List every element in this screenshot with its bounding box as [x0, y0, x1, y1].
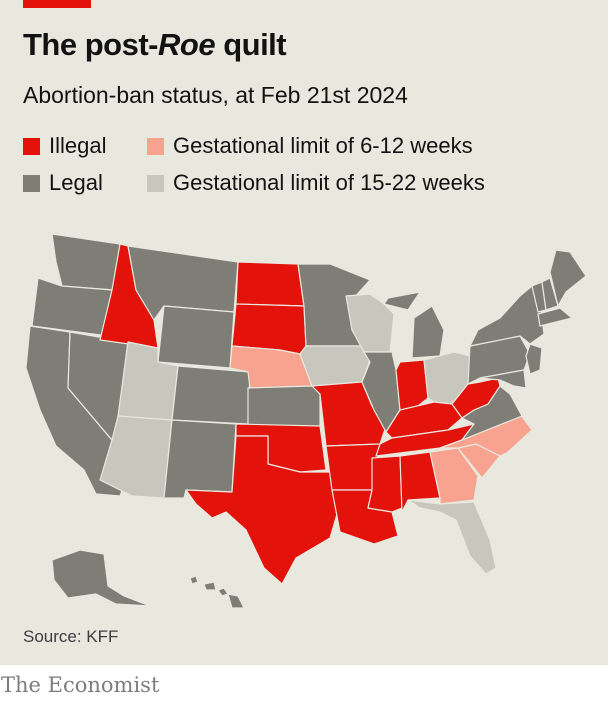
- legend-swatch-illegal: [23, 137, 40, 155]
- state-alaska: [51, 549, 151, 607]
- state-texas: [185, 435, 341, 585]
- state-michigan: [383, 291, 445, 359]
- state-new-york: [469, 285, 545, 347]
- state-florida: [407, 499, 497, 575]
- accent-bar: [23, 0, 91, 8]
- chart-title: The post-Roe quilt: [23, 27, 287, 63]
- state-hawaii: [189, 575, 245, 609]
- state-wyoming: [157, 305, 235, 369]
- state-colorado: [171, 365, 251, 425]
- legend-item-limit-6-12: Gestational limit of 6-12 weeks: [147, 133, 473, 159]
- state-washington: [51, 233, 121, 291]
- state-new-jersey: [525, 343, 543, 375]
- legend-label-illegal: Illegal: [49, 133, 107, 158]
- state-kansas: [247, 385, 321, 427]
- legend-label-limit-15-22: Gestational limit of 15-22 weeks: [173, 170, 485, 195]
- state-mississippi: [367, 455, 403, 513]
- state-alabama: [399, 451, 441, 513]
- title-italic: Roe: [158, 27, 216, 62]
- source-note: Source: KFF: [23, 627, 119, 646]
- legend-swatch-limit-15-22: [147, 174, 164, 192]
- us-map: [25, 233, 587, 609]
- state-west-virginia: [451, 377, 501, 419]
- legend-label-limit-6-12: Gestational limit of 6-12 weeks: [173, 133, 473, 158]
- legend-label-legal: Legal: [49, 170, 103, 195]
- state-iowa: [299, 345, 371, 387]
- chart-card: The post-Roe quilt Abortion-ban status, …: [0, 0, 608, 665]
- legend-item-legal: Legal: [23, 170, 103, 196]
- title-prefix: The post-: [23, 27, 159, 62]
- legend-item-illegal: Illegal: [23, 133, 106, 159]
- state-maryland: [479, 369, 527, 389]
- state-north-dakota: [235, 261, 305, 307]
- state-massachusetts: [537, 307, 573, 327]
- legend-swatch-limit-6-12: [147, 137, 164, 155]
- title-suffix: quilt: [215, 27, 287, 62]
- state-maine: [549, 249, 587, 307]
- legend-swatch-legal: [23, 174, 40, 192]
- state-wisconsin: [345, 293, 395, 353]
- legend-item-limit-15-22: Gestational limit of 15-22 weeks: [147, 170, 485, 196]
- state-new-mexico: [163, 419, 237, 499]
- brand-wordmark: The Economist: [1, 673, 160, 697]
- chart-subtitle: Abortion-ban status, at Feb 21st 2024: [23, 82, 408, 108]
